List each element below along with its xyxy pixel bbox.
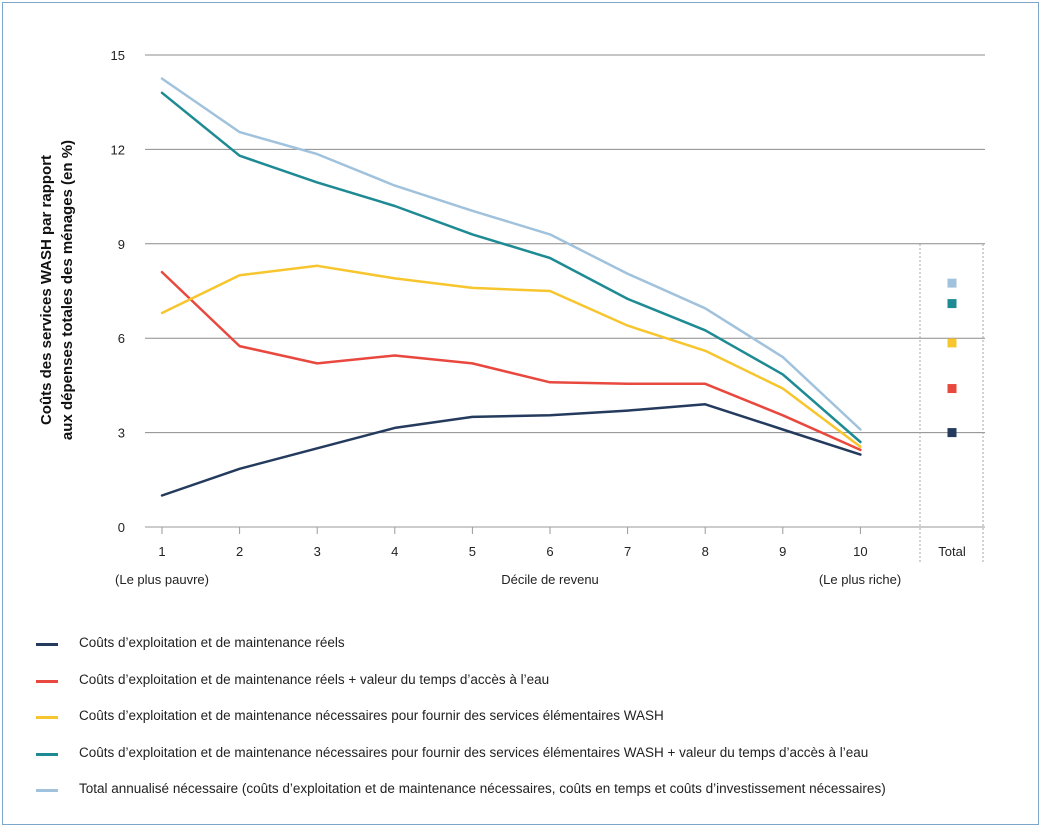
y-tick-label: 3 <box>118 426 125 441</box>
total-markers <box>947 278 957 438</box>
x-tick-labels: 1 2 3 4 5 6 7 8 9 10 <box>158 527 868 559</box>
y-tick-label: 12 <box>111 142 125 157</box>
total-column: Total <box>919 244 984 563</box>
x-left-note: (Le plus pauvre) <box>115 572 209 587</box>
x-tick-label: 2 <box>236 544 243 559</box>
x-tick-label: 4 <box>391 544 398 559</box>
y-tick-labels: 0 3 6 9 12 15 <box>111 48 125 535</box>
total-marker-1 <box>947 428 957 438</box>
x-tick-label: 7 <box>624 544 631 559</box>
legend-swatch <box>36 679 58 683</box>
grid-lines <box>145 54 985 528</box>
x-tick-label: 3 <box>314 544 321 559</box>
y-tick-label: 15 <box>111 48 125 63</box>
legend-label: Coûts d’exploitation et de maintenance r… <box>79 671 550 687</box>
series-line-4 <box>160 91 862 444</box>
x-tick-label: 9 <box>779 544 786 559</box>
x-right-note: (Le plus riche) <box>819 572 901 587</box>
series-line-5 <box>160 77 862 431</box>
legend-label: Coûts d’exploitation et de maintenance n… <box>79 744 869 760</box>
legend-swatch <box>36 716 58 719</box>
total-marker-2 <box>947 384 957 394</box>
x-tick-label: 10 <box>853 544 867 559</box>
x-tick-label: 6 <box>546 544 553 559</box>
series-line-1 <box>160 403 862 497</box>
series-line-2 <box>160 270 862 452</box>
axis-labels: Coûts des services WASH par rapport aux … <box>38 140 901 587</box>
legend-swatch <box>36 643 58 646</box>
total-marker-4 <box>947 299 957 309</box>
y-tick-label: 9 <box>118 237 125 252</box>
legend-label: Coûts d’exploitation et de maintenance n… <box>79 708 664 723</box>
series-line-3 <box>160 264 862 449</box>
legend-swatch <box>36 789 58 792</box>
y-axis-label-line-1: Coûts des services WASH par rapport <box>38 155 55 425</box>
legend-swatch <box>36 752 58 756</box>
legend-label: Coûts d’exploitation et de maintenance r… <box>79 635 345 650</box>
x-tick-label: 1 <box>158 544 165 559</box>
y-tick-label: 0 <box>118 520 125 535</box>
total-marker-5 <box>947 278 957 288</box>
legend-label: Total annualisé nécessaire (coûts d’expl… <box>79 781 886 796</box>
x-axis-label: Décile de revenu <box>501 572 599 587</box>
x-tick-label: 5 <box>469 544 476 559</box>
y-tick-label: 6 <box>118 331 125 346</box>
x-tick-label-total: Total <box>938 544 966 559</box>
y-axis-label-line-2: aux dépenses totales des ménages (en %) <box>59 140 76 440</box>
total-marker-3 <box>947 338 957 348</box>
series-lines <box>160 77 862 497</box>
x-tick-label: 8 <box>702 544 709 559</box>
